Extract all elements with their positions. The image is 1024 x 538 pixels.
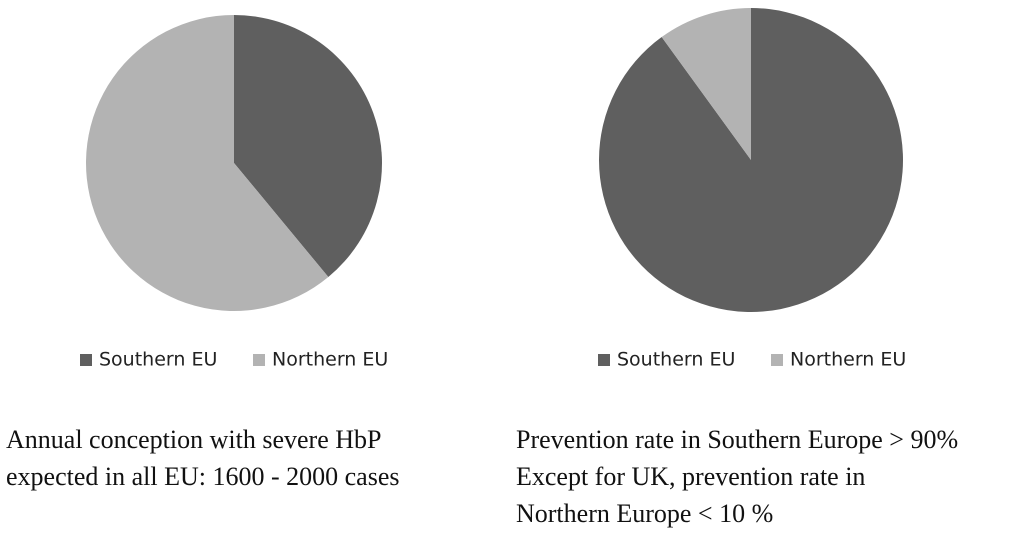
pie-slice <box>234 15 382 278</box>
legend-swatch <box>771 354 783 366</box>
legend-label: Southern EU <box>99 349 217 371</box>
legend-label: Northern EU <box>272 349 388 371</box>
caption-line: Except for UK, prevention rate in <box>516 462 865 491</box>
caption-line: Northern Europe < 10 % <box>516 499 773 528</box>
pie-slice <box>86 15 329 311</box>
legend-label: Northern EU <box>790 349 906 371</box>
caption-line: Prevention rate in Southern Europe > 90% <box>516 425 958 454</box>
legend-label: Southern EU <box>617 349 735 371</box>
legend-swatch <box>80 354 92 366</box>
pie-slice <box>661 8 751 160</box>
caption-line: expected in all EU: 1600 - 2000 cases <box>6 462 400 491</box>
caption-line: Annual conception with severe HbP <box>6 425 381 454</box>
legend-swatch <box>253 354 265 366</box>
legend-swatch <box>598 354 610 366</box>
